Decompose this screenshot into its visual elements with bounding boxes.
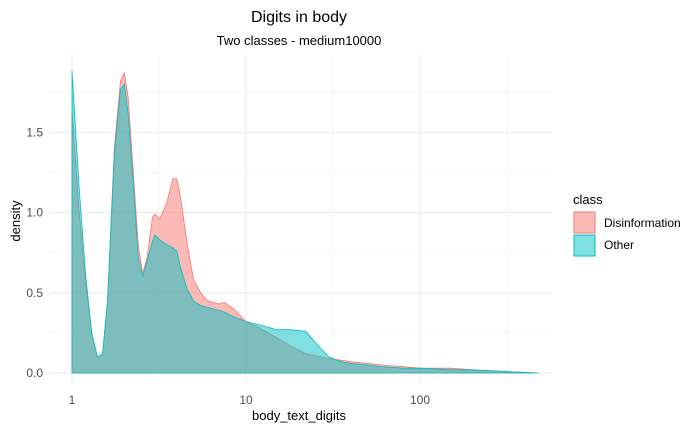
legend-label-disinformation: Disinformation — [604, 216, 681, 230]
plot-area — [71, 71, 539, 374]
chart-subtitle: Two classes - medium10000 — [217, 33, 382, 48]
chart-title: Digits in body — [251, 9, 347, 26]
legend-title: class — [573, 192, 603, 207]
x-tick-label: 10 — [239, 393, 253, 407]
y-tick-label: 1.0 — [26, 206, 43, 220]
axis-ticks: 0.0 0.5 1.0 1.5 1 10 100 — [26, 125, 430, 407]
legend-key-disinformation — [573, 211, 596, 234]
legend-key-other — [573, 234, 596, 257]
y-tick-label: 1.5 — [26, 125, 43, 139]
x-tick-label: 100 — [410, 393, 430, 407]
y-tick-label: 0.0 — [26, 366, 43, 380]
density-area-other — [71, 71, 539, 374]
x-axis-label: body_text_digits — [252, 408, 346, 423]
legend-label-other: Other — [604, 238, 634, 252]
y-tick-label: 0.5 — [26, 286, 43, 300]
legend: class Disinformation Other — [573, 192, 681, 257]
y-axis-label: density — [8, 200, 23, 242]
x-tick-label: 1 — [69, 393, 76, 407]
